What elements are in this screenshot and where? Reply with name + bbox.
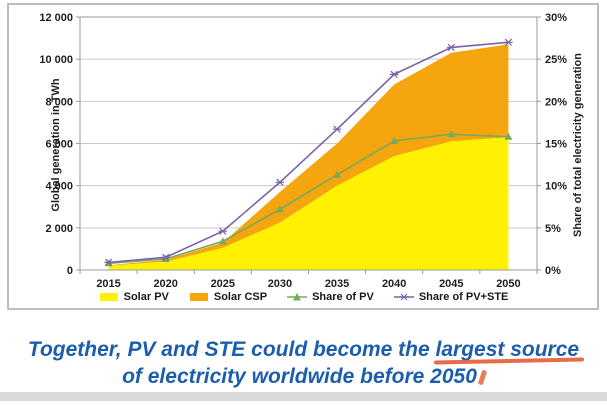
x-marker xyxy=(275,178,285,186)
left-axis-tick-label: 6 000 xyxy=(45,139,73,151)
footer-strip xyxy=(0,392,607,401)
x-axis-tick-label: 2040 xyxy=(382,278,406,290)
x-marker xyxy=(447,43,456,51)
triangle-marker xyxy=(218,237,227,245)
axis-labels: 0 0% 2 000 5% 4 000 10% 6 000 15% 8 000 20% 10 000… xyxy=(39,12,567,290)
x-marker xyxy=(389,70,399,78)
legend-square-swatch xyxy=(189,293,208,301)
chart-legend: Solar PV Solar CSP Share of PV Share of PV+… xyxy=(9,289,597,305)
solar-pv-area xyxy=(108,137,509,270)
x-axis-tick-label: 2030 xyxy=(268,278,292,290)
left-axis-tick-label: 8 000 xyxy=(45,96,73,108)
legend-item-solar-csp: Solar CSP xyxy=(188,291,267,303)
x-axis-tick-label: 2050 xyxy=(496,278,520,290)
triangle-marker xyxy=(504,132,513,140)
share-of-pv-ste-line xyxy=(108,41,509,264)
caption-highlight-underlined: largest source xyxy=(435,338,580,361)
right-axis-tick-label: 30% xyxy=(545,12,567,24)
line-series xyxy=(104,38,513,267)
x-marker xyxy=(104,258,113,267)
caption-line2-text: of electricity worldwide before 2050 xyxy=(122,365,477,388)
share-of-pv-line xyxy=(108,133,509,265)
triangle-marker xyxy=(447,130,456,138)
x-marker xyxy=(504,38,513,46)
x-axis-tick-label: 2025 xyxy=(211,278,235,290)
solar-csp-area xyxy=(108,44,509,266)
legend-square xyxy=(99,293,118,301)
left-axis-tick-label: 12 000 xyxy=(39,12,73,24)
left-axis-tick-label: 10 000 xyxy=(39,54,73,66)
right-axis-title: Share of total electricity generation xyxy=(572,53,584,237)
legend-item-solar-pv: Solar PV xyxy=(98,291,169,303)
right-axis-tick-label: 0% xyxy=(545,265,561,277)
x-axis-tick-label: 2035 xyxy=(325,278,349,290)
legend-label: Share of PV+STE xyxy=(418,291,509,303)
caption-line-1: Together, PV and STE could become the la… xyxy=(0,336,607,363)
x-marker xyxy=(399,293,409,301)
right-axis-tick-label: 20% xyxy=(545,96,567,108)
left-axis-tick-label: 2 000 xyxy=(45,223,73,235)
chart-frame: 0 0% 2 000 5% 4 000 10% 6 000 15% 8 000 20% 10 000… xyxy=(7,3,599,310)
triangle-marker xyxy=(333,170,342,178)
x-axis-tick-label: 2045 xyxy=(439,278,463,290)
triangle-marker xyxy=(161,255,170,263)
x-marker xyxy=(218,227,228,235)
x-marker xyxy=(332,125,342,133)
right-axis-tick-label: 25% xyxy=(545,54,567,66)
x-axis-tick-label: 2015 xyxy=(96,278,120,290)
legend-line-swatch xyxy=(393,293,414,301)
x-marker xyxy=(161,253,170,261)
triangle-marker xyxy=(275,205,284,213)
legend-square-swatch xyxy=(99,293,118,301)
solar-generation-chart: 0 0% 2 000 5% 4 000 10% 6 000 15% 8 000 20% 10 000… xyxy=(39,12,584,290)
caption-line-2: of electricity worldwide before 2050 xyxy=(0,363,607,390)
left-axis-title: Global generation in TWh xyxy=(50,78,62,212)
legend-line-swatch xyxy=(287,293,308,301)
legend-item-share-of-pv-ste: Share of PV+STE xyxy=(393,291,509,303)
caption: Together, PV and STE could become the la… xyxy=(0,336,607,390)
legend-label: Share of PV xyxy=(312,291,374,303)
axes xyxy=(76,16,541,274)
triangle-marker xyxy=(293,293,302,301)
legend-label: Solar CSP xyxy=(213,291,268,303)
left-axis-tick-label: 4 000 xyxy=(45,181,73,193)
caption-line1-prefix: Together, PV and STE could become the xyxy=(27,338,436,361)
left-axis-tick-label: 0 xyxy=(67,265,73,277)
red-scribble-mark xyxy=(477,369,488,386)
triangle-marker xyxy=(390,136,399,144)
right-axis-tick-label: 15% xyxy=(545,139,567,151)
legend-square xyxy=(189,293,208,301)
right-axis-tick-label: 10% xyxy=(545,181,567,193)
legend-item-share-of-pv: Share of PV xyxy=(286,291,374,303)
x-axis-tick-label: 2020 xyxy=(153,278,177,290)
legend-label: Solar PV xyxy=(123,291,169,303)
area-series xyxy=(108,44,509,270)
right-axis-tick-label: 5% xyxy=(545,223,561,235)
